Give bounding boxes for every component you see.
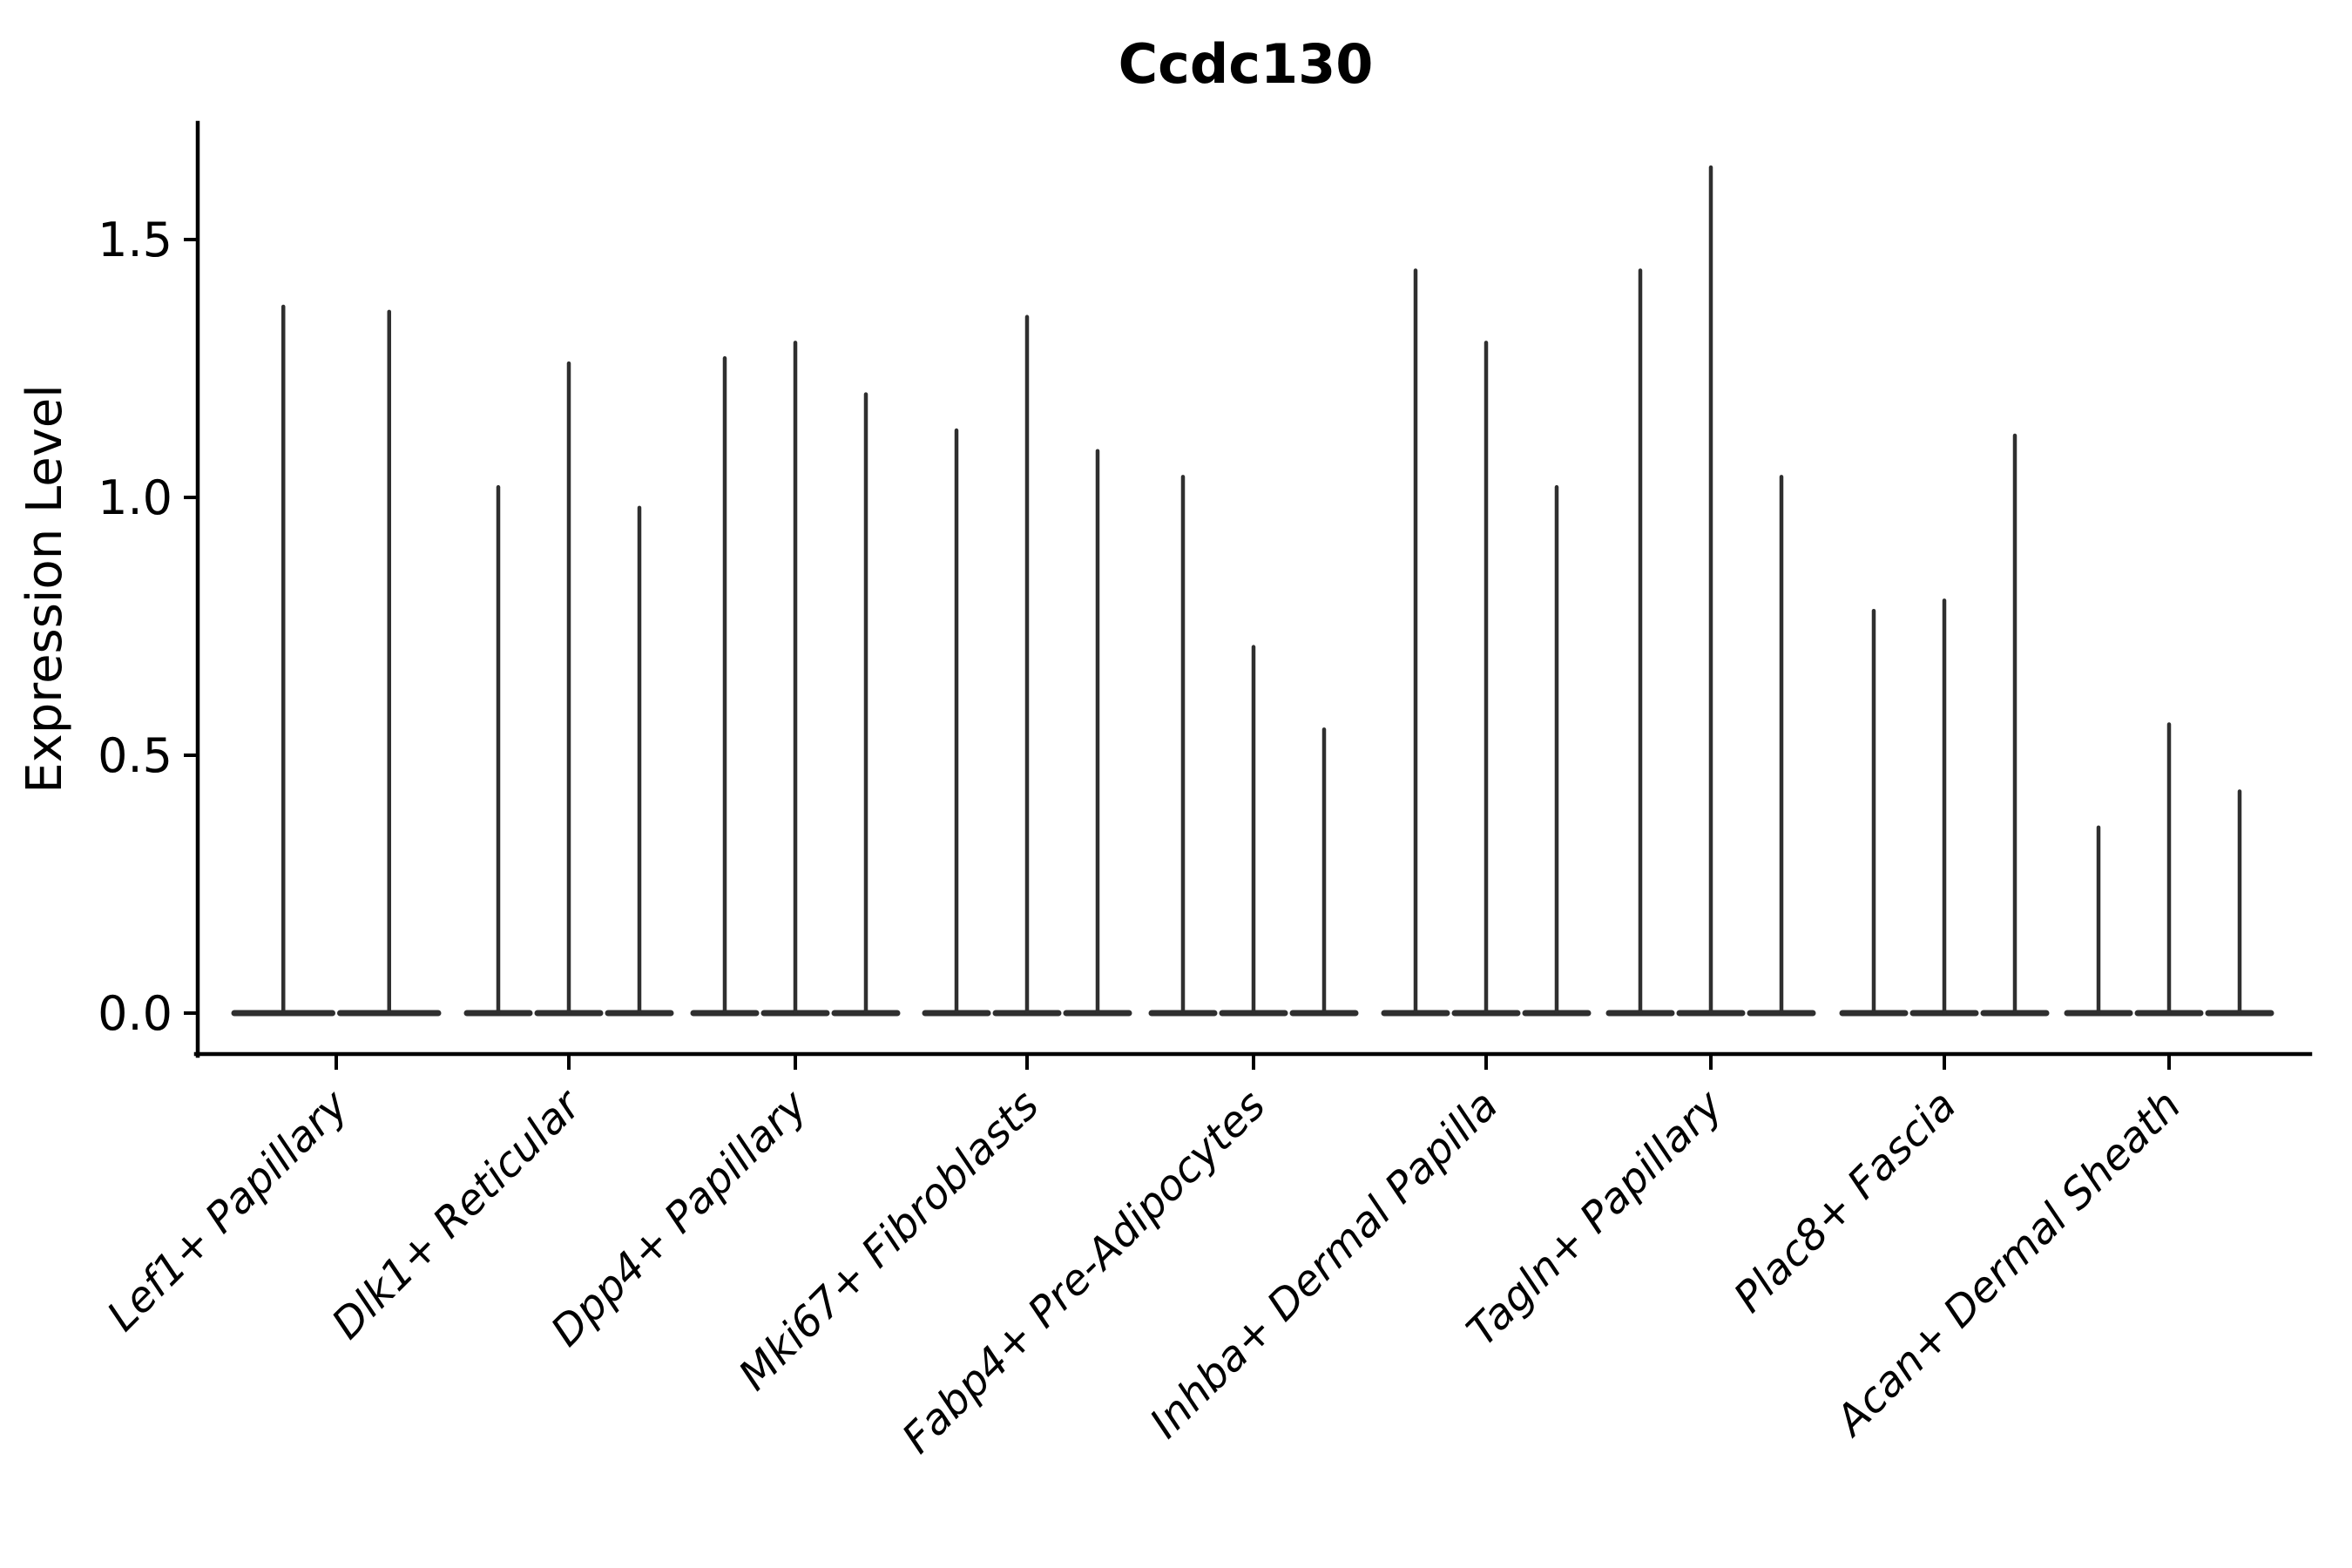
y-tick-label: 1.0 xyxy=(98,470,172,525)
x-axis-ticks xyxy=(335,1054,2171,1070)
violin-glyphs xyxy=(231,165,2274,1017)
plot-title: Ccdc130 xyxy=(1119,32,1374,96)
y-axis-ticks: 0.0 0.5 1.0 1.5 xyxy=(98,213,198,1041)
y-axis-label: Expression Level xyxy=(17,384,73,794)
y-tick-label: 0.0 xyxy=(98,986,172,1041)
y-tick-label: 1.5 xyxy=(98,213,172,267)
y-tick-label: 0.5 xyxy=(98,728,172,783)
